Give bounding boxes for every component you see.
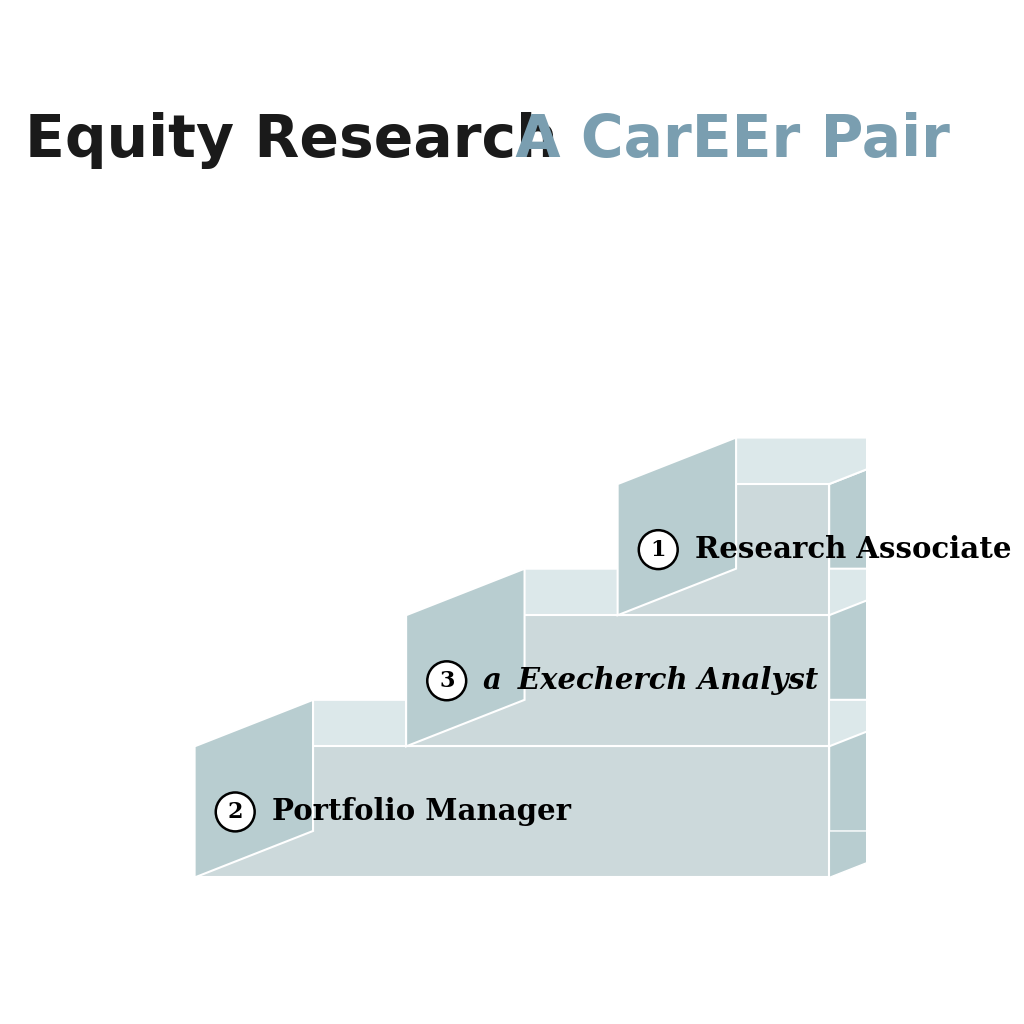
Polygon shape [407, 615, 829, 746]
Polygon shape [195, 746, 829, 878]
Polygon shape [407, 568, 947, 615]
Text: Portfolio Manager: Portfolio Manager [271, 798, 570, 826]
Polygon shape [195, 699, 313, 878]
Polygon shape [407, 568, 524, 746]
Circle shape [639, 530, 678, 569]
Text: 1: 1 [650, 539, 666, 561]
Text: Equity Research: Equity Research [26, 112, 558, 169]
Polygon shape [617, 484, 829, 615]
Polygon shape [195, 830, 947, 878]
Text: 3: 3 [439, 670, 455, 692]
Text: Research Associate: Research Associate [694, 536, 1011, 564]
Polygon shape [195, 699, 947, 746]
Circle shape [216, 793, 255, 831]
Text: A CarEEr Pair: A CarEEr Pair [495, 112, 950, 169]
Text: 2: 2 [227, 801, 243, 823]
Circle shape [427, 662, 466, 700]
Polygon shape [617, 437, 736, 615]
Polygon shape [617, 437, 947, 484]
Polygon shape [829, 437, 947, 878]
Text: a  Execherch Analyst: a Execherch Analyst [483, 667, 818, 695]
